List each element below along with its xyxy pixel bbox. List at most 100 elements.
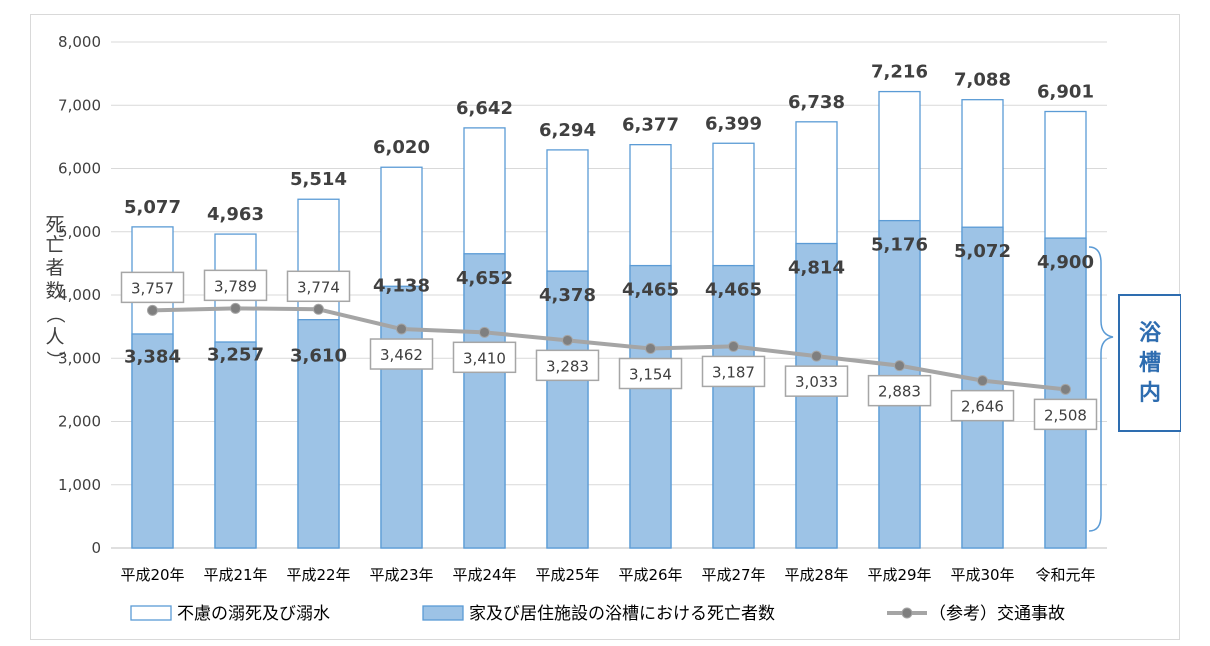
y-tick-label: 5,000 [58, 223, 101, 241]
legend-label-total: 不慮の溺死及び溺水 [177, 604, 330, 624]
traffic-point [396, 323, 407, 335]
legend-label-traffic: （参考）交通事故 [929, 604, 1065, 624]
x-tick-label: 平成23年 [369, 566, 433, 584]
bath-bar [546, 270, 589, 549]
total-value-label: 5,077 [124, 197, 181, 218]
bath-value-label: 5,072 [954, 241, 1011, 262]
traffic-value-label: 2,883 [878, 383, 921, 401]
traffic-label-box [452, 341, 517, 374]
y-tick-label: 3,000 [58, 349, 101, 367]
total-value-label: 6,020 [373, 137, 430, 158]
y-axis-label-char: 亡 [45, 234, 64, 256]
bath-value-label: 4,900 [1037, 252, 1094, 273]
traffic-label-box [286, 270, 351, 303]
total-value-label: 6,377 [622, 115, 679, 136]
bath-value-label: 4,465 [622, 280, 679, 301]
traffic-point [313, 303, 324, 315]
traffic-label-box [535, 349, 600, 382]
traffic-line-layer [147, 302, 1071, 395]
grid-layer [111, 41, 1107, 549]
traffic-point [894, 360, 905, 372]
bath-bar [214, 341, 257, 549]
y-axis-label-char: 数 [45, 280, 64, 302]
y-tick-label: 2,000 [58, 413, 101, 431]
y-tick-label: 4,000 [58, 286, 101, 304]
x-tick-label: 平成28年 [784, 566, 848, 584]
traffic-point [728, 340, 739, 352]
traffic-line [152, 306, 1066, 392]
bath-annotation-char: 内 [1139, 381, 1161, 406]
traffic-value-label: 3,154 [629, 366, 672, 384]
bath-value-label: 3,610 [290, 345, 347, 366]
traffic-label-box [120, 271, 185, 304]
traffic-label-box [369, 338, 434, 370]
total-value-label: 6,738 [788, 92, 845, 113]
y-axis-label-char: 者 [45, 257, 64, 279]
traffic-value-label: 3,757 [131, 279, 174, 297]
traffic-label-box [203, 269, 268, 302]
x-tick-label: 平成25年 [535, 566, 599, 584]
y-axis-label-char: ） [44, 350, 66, 369]
legend-marker-traffic [901, 607, 913, 619]
traffic-point [562, 334, 573, 346]
bath-value-label: 4,465 [705, 280, 762, 301]
traffic-value-label: 3,187 [712, 363, 755, 381]
x-tick-label: 平成20年 [120, 566, 184, 584]
bath-brace [1088, 246, 1114, 532]
bath-annotation-char: 槽 [1139, 351, 1161, 376]
y-tick-label: 7,000 [58, 96, 101, 114]
traffic-label-box [784, 365, 849, 397]
bath-annotation-box [1118, 294, 1181, 432]
x-axis: 平成20年 平成21年 平成22年 平成23年 平成24年 平成25年 平成26年 平成27年… [120, 566, 1095, 584]
bath-bar [463, 253, 506, 549]
traffic-label-box [867, 374, 932, 407]
traffic-point [977, 375, 988, 387]
bath-value-label: 3,384 [124, 346, 181, 367]
x-tick-label: 平成22年 [286, 566, 350, 584]
data-labels: 5,077 3,384 3,757 4,963 3,257 3,789 5,514 3,610… [124, 62, 1094, 425]
traffic-value-label: 3,774 [297, 278, 340, 296]
total-value-label: 6,901 [1037, 82, 1094, 103]
traffic-label-box [701, 355, 766, 388]
traffic-point [645, 343, 656, 355]
chart: 0 1,000 2,000 3,000 4,000 5,000 6,000 7,000 8,00… [44, 33, 1181, 624]
x-tick-label: 平成29年 [867, 566, 931, 584]
y-axis: 0 1,000 2,000 3,000 4,000 5,000 6,000 7,000 8,00… [58, 33, 101, 557]
traffic-point [811, 350, 822, 362]
traffic-value-label: 3,410 [463, 349, 506, 367]
bath-bar [712, 264, 755, 549]
traffic-value-label: 2,646 [961, 398, 1004, 416]
total-value-label: 7,216 [871, 62, 928, 83]
y-axis-label-char: （ [44, 304, 66, 323]
y-tick-label: 8,000 [58, 33, 101, 51]
chart-frame: 0 1,000 2,000 3,000 4,000 5,000 6,000 7,000 8,00… [30, 14, 1181, 640]
total-value-label: 5,514 [290, 169, 347, 190]
traffic-label-boxes [120, 269, 1098, 431]
y-axis-label-char: 人 [45, 326, 64, 348]
traffic-label-box [950, 389, 1015, 422]
x-tick-label: 平成30年 [950, 566, 1014, 584]
traffic-point [479, 326, 490, 338]
total-bars [131, 90, 1087, 549]
bath-annotation-char: 浴 [1139, 321, 1162, 346]
bath-bar [629, 264, 672, 549]
bath-value-label: 4,814 [788, 258, 845, 279]
x-tick-label: 平成24年 [452, 566, 516, 584]
x-tick-label: 平成27年 [701, 566, 765, 584]
x-tick-label: 平成21年 [203, 566, 267, 584]
legend-swatch-bath [422, 605, 464, 621]
traffic-value-label: 3,789 [214, 277, 257, 295]
bath-bar [961, 226, 1004, 549]
y-tick-label: 6,000 [58, 160, 101, 178]
legend-swatch-total [130, 605, 172, 621]
bath-value-label: 3,257 [207, 344, 264, 365]
traffic-point [230, 302, 241, 314]
traffic-value-label: 3,033 [795, 373, 838, 391]
x-tick-label: 令和元年 [1035, 566, 1095, 584]
bath-bar [297, 319, 340, 549]
total-value-label: 6,294 [539, 120, 596, 141]
legend-label-bath: 家及び居住施設の浴槽における死亡者数 [469, 604, 775, 624]
total-value-label: 4,963 [207, 204, 264, 225]
traffic-point [147, 304, 158, 316]
bath-value-label: 4,652 [456, 268, 513, 289]
